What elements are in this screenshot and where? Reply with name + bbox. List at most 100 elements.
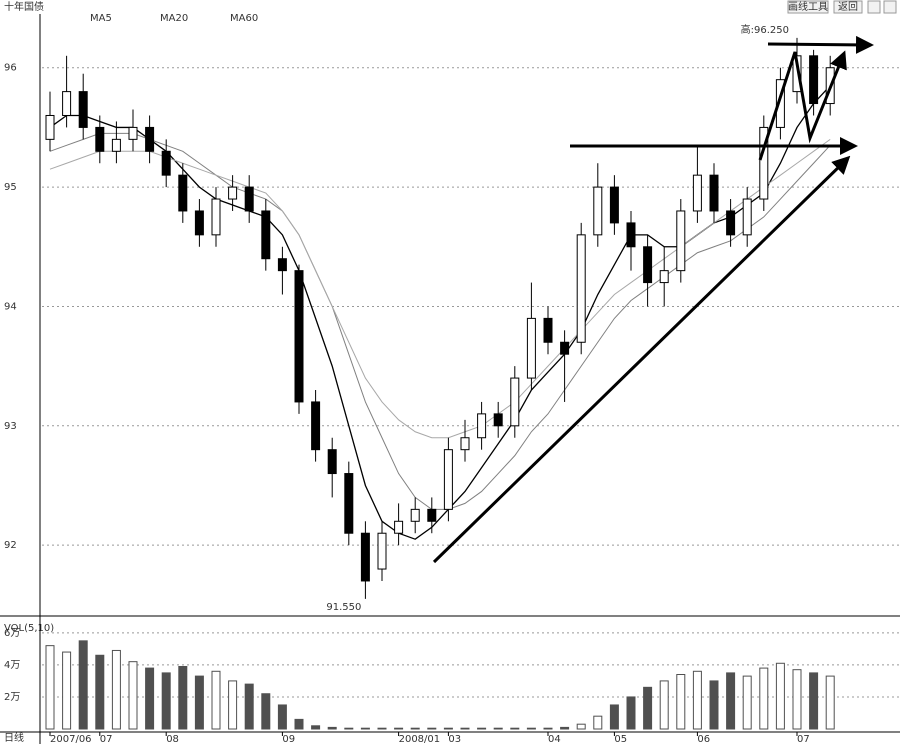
candle-body <box>560 341 570 355</box>
ma-line <box>49 138 831 439</box>
y-tick-label: 2万 <box>4 692 20 703</box>
volume-bar <box>742 675 752 730</box>
volume-bar <box>194 675 204 730</box>
candle-body <box>78 91 88 128</box>
y-tick-label: 93 <box>4 421 17 432</box>
volume-bar <box>643 686 653 730</box>
volume-bar <box>692 670 702 730</box>
volume-bar <box>576 723 586 730</box>
x-tick-label: 06 <box>697 734 710 744</box>
candle-body <box>742 198 752 236</box>
volume-bar <box>809 672 819 730</box>
y-tick-label: 92 <box>4 540 17 551</box>
candle-body <box>460 437 470 451</box>
trend-annotations <box>432 35 874 564</box>
volume-bar <box>609 704 619 730</box>
volume-bar <box>626 696 636 730</box>
x-tick-label: 07 <box>797 734 810 744</box>
volume-bar <box>377 727 387 730</box>
candle-body <box>377 532 387 570</box>
x-tick-label: 09 <box>282 734 295 744</box>
draw-tool-label: 画线工具 <box>788 0 828 13</box>
volume-bar <box>775 662 785 730</box>
candle-body <box>643 246 653 284</box>
volume-bar <box>493 727 503 730</box>
candle-body <box>62 91 72 116</box>
candle-body <box>626 222 636 248</box>
volume-bar <box>277 704 287 730</box>
candle-body <box>692 174 702 212</box>
candle-body <box>543 317 553 343</box>
candle-body <box>410 508 420 522</box>
y-tick-label: 94 <box>4 301 17 312</box>
icon-button[interactable] <box>883 0 897 14</box>
legend-entry: MA5 <box>90 13 112 24</box>
candle-body <box>775 79 785 128</box>
candle-body <box>95 126 105 152</box>
candle-body <box>493 413 503 427</box>
candle-body <box>676 210 686 272</box>
candle-body <box>145 126 155 152</box>
volume-bar <box>261 693 271 730</box>
trend-arrow <box>758 50 847 161</box>
volume-bar <box>477 727 487 730</box>
volume-bar <box>244 683 254 730</box>
y-tick-label: 96 <box>4 63 17 74</box>
y-tick-label: 4万 <box>4 660 20 671</box>
volume-bar <box>111 649 121 730</box>
back-button[interactable] <box>833 0 863 14</box>
volume-bar <box>95 654 105 730</box>
candle-body <box>244 186 254 212</box>
volume-bar <box>228 680 238 730</box>
icon-button[interactable] <box>867 0 881 14</box>
volume-bar <box>45 645 55 730</box>
candle-body <box>593 186 603 236</box>
volume-bar <box>427 727 437 730</box>
candle-body <box>759 126 769 200</box>
candle-body <box>427 508 437 522</box>
x-tick-label: 07 <box>100 734 113 744</box>
volume-bar <box>178 665 188 730</box>
volume-bar <box>726 672 736 730</box>
candle-body <box>726 210 736 236</box>
candle-body <box>161 150 171 176</box>
candle-body <box>228 186 238 200</box>
draw-tool-button[interactable] <box>787 0 829 14</box>
volume-bar <box>593 715 603 730</box>
volume-bar <box>709 680 719 730</box>
candle-body <box>344 473 354 534</box>
candle-body <box>45 114 55 140</box>
x-tick-label: 2007/06 <box>50 734 92 744</box>
candle-body <box>360 532 370 582</box>
y-tick-label: 95 <box>4 182 17 193</box>
x-tick-label: 08 <box>166 734 179 744</box>
candle-body <box>294 270 304 403</box>
volume-bar <box>659 680 669 730</box>
candle-body <box>311 401 321 451</box>
candle-body <box>194 210 204 236</box>
candle-body <box>111 138 121 152</box>
x-tick-label: 04 <box>548 734 561 744</box>
volume-bar <box>360 727 370 730</box>
candle-body <box>128 126 138 140</box>
volume-bar <box>825 675 835 730</box>
candle-body <box>576 234 586 343</box>
legend-entry: MA60 <box>230 13 258 24</box>
high-annotation: 高:96.250 <box>741 23 789 36</box>
volume-bar <box>145 667 155 730</box>
volume-bar <box>62 651 72 730</box>
candle-body <box>327 449 337 475</box>
volume-bar <box>543 727 553 730</box>
volume-bar <box>394 727 404 730</box>
candle-body <box>809 55 819 105</box>
volume-bar <box>294 718 304 730</box>
candle-body <box>709 174 719 212</box>
candle-body <box>510 377 520 427</box>
candle-body <box>211 198 221 236</box>
period-label: 日线 <box>4 731 24 744</box>
candle-body <box>477 413 487 439</box>
x-tick-label: 2008/01 <box>399 734 441 744</box>
volume-bar <box>311 725 321 730</box>
